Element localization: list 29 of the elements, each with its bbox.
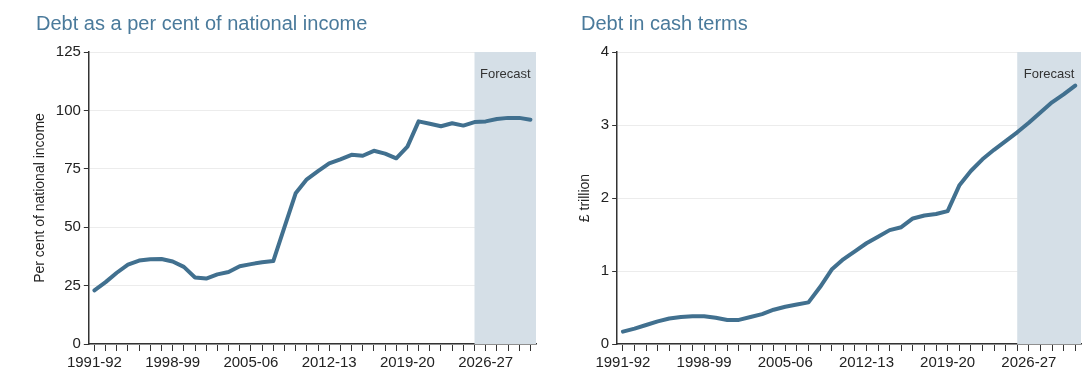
chart-title: Debt as a per cent of national income [36,12,368,35]
annotation: Forecast [1023,66,1075,81]
y-tick-label: 125 [55,42,81,60]
x-tick-label: 2012-13 [301,353,357,371]
y-tick-label: 25 [64,275,81,293]
annotation: Forecast [479,66,531,81]
y-tick-label: 2 [600,188,610,206]
x-tick-label: 2005-06 [757,353,813,371]
y-axis-title: Per cent of national income [31,112,48,283]
x-tick-label: 2026-27 [458,353,514,371]
x-tick-label: 2012-13 [838,353,894,371]
x-tick-label: 2026-27 [1001,353,1057,371]
y-tick-label: 1 [600,261,610,279]
x-tick-label: 2019-20 [920,353,976,371]
y-axis-title: £ trillion [576,173,593,223]
y-tick-label: 50 [64,217,81,235]
x-tick-label: 1991-92 [66,353,122,371]
y-tick-label: 3 [600,115,610,133]
y-tick-label: 100 [55,100,81,118]
y-tick-label: 4 [600,42,610,60]
y-tick-label: 0 [600,334,610,352]
x-tick-label: 1998-99 [676,353,732,371]
y-tick-label: 0 [72,334,81,352]
chart-title: Debt in cash terms [581,12,748,35]
x-tick-label: 1991-92 [595,353,651,371]
y-tick-label: 75 [64,158,81,176]
x-tick-label: 2005-06 [223,353,279,371]
x-tick-label: 1998-99 [145,353,201,371]
x-tick-label: 2019-20 [379,353,435,371]
